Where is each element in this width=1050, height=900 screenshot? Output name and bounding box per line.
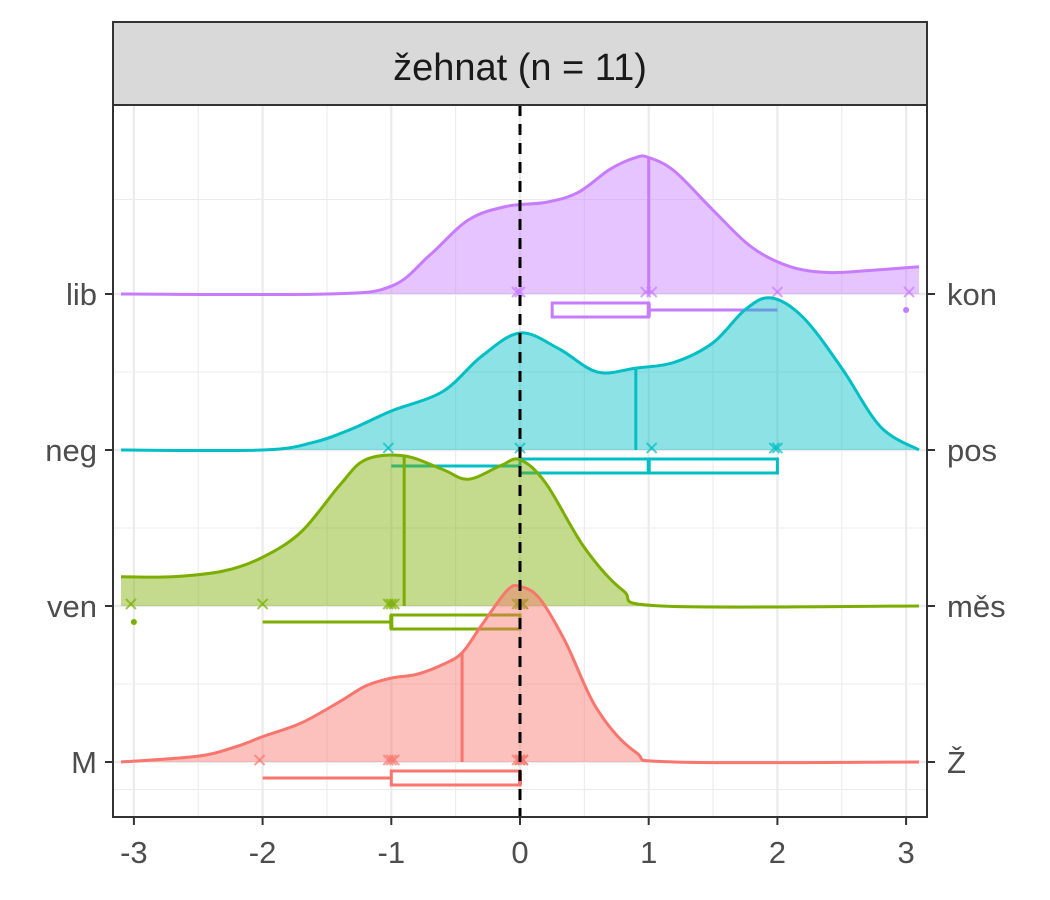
- x-tick-label: -1: [378, 835, 406, 870]
- point-cross-b: [514, 286, 526, 298]
- point-cross-b: [645, 442, 658, 454]
- x-tick-label: 0: [511, 835, 528, 870]
- data-point: [645, 442, 658, 454]
- facet-title: žehnat (n = 11): [393, 47, 647, 89]
- density-line: [121, 154, 920, 297]
- x-tick-label: 1: [640, 835, 657, 870]
- density-line: [121, 453, 919, 609]
- y-right-tick-label: kon: [947, 277, 997, 312]
- data-point: [514, 286, 526, 298]
- box-outlier: [903, 307, 910, 313]
- box-outlier: [130, 619, 137, 625]
- data-point: [639, 286, 652, 298]
- y-left-tick-label: M: [71, 745, 97, 780]
- data-point: [253, 754, 266, 766]
- data-point: [771, 286, 784, 298]
- point-cross-b: [768, 442, 781, 454]
- y-right-tick-label: pos: [947, 433, 997, 468]
- point-cross-b: [771, 442, 784, 454]
- y-right-tick-label: Ž: [947, 745, 966, 780]
- density-line: [121, 296, 920, 453]
- data-point: [256, 598, 269, 610]
- point-cross-b: [639, 286, 652, 298]
- data-point: [771, 442, 784, 454]
- data-point: [382, 442, 395, 454]
- y-left-tick-label: lib: [66, 277, 97, 312]
- data-point: [385, 598, 398, 610]
- facet-strip: [112, 21, 928, 106]
- point-cross-b: [511, 286, 523, 298]
- y-left-tick-label: ven: [47, 589, 97, 624]
- x-tick-label: 2: [769, 835, 786, 870]
- data-point: [382, 754, 395, 766]
- data-point: [125, 598, 137, 610]
- x-tick-label: 3: [897, 835, 914, 870]
- y-left-tick-label: neg: [45, 433, 97, 468]
- point-cross-b: [385, 598, 398, 610]
- point-cross-b: [253, 754, 266, 766]
- x-tick-label: -2: [249, 835, 277, 870]
- x-tick-label: -3: [120, 835, 148, 870]
- point-cross-b: [903, 286, 915, 298]
- data-point: [903, 286, 915, 298]
- y-right-tick-label: měs: [947, 589, 1006, 624]
- point-cross-b: [385, 754, 398, 766]
- data-point: [382, 598, 395, 610]
- data-point: [768, 442, 781, 454]
- point-cross-b: [517, 754, 529, 766]
- point-cross-b: [771, 286, 784, 298]
- density-area: [121, 585, 919, 763]
- point-cross-b: [382, 754, 395, 766]
- point-cross-b: [382, 442, 395, 454]
- point-cross-b: [125, 598, 137, 610]
- point-cross-b: [256, 598, 269, 610]
- point-cross-b: [382, 598, 395, 610]
- data-point: [385, 754, 398, 766]
